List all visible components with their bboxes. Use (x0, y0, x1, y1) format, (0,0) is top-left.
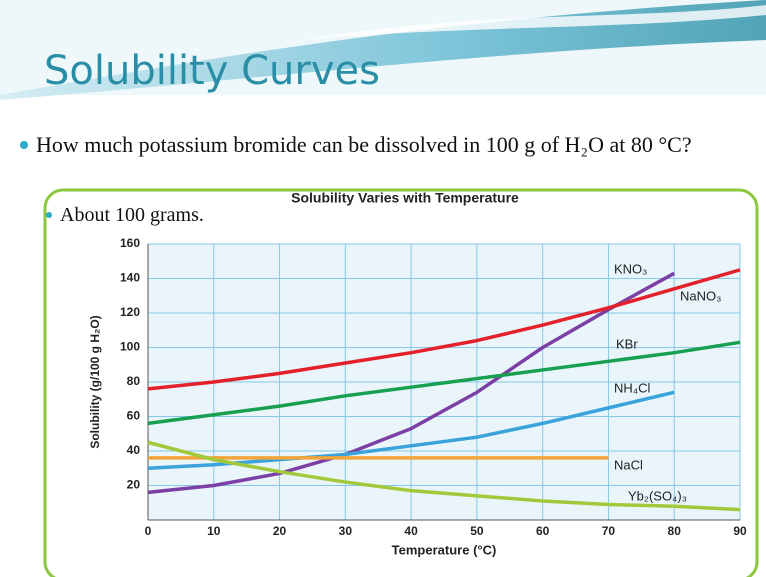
bullet-dot (20, 141, 28, 149)
x-tick-label: 90 (733, 524, 747, 538)
x-tick-label: 20 (273, 524, 287, 538)
y-tick-label: 60 (127, 409, 141, 423)
y-tick-label: 40 (127, 443, 141, 457)
y-tick-label: 20 (127, 478, 141, 492)
y-tick-label: 140 (120, 271, 140, 285)
y-tick-label: 120 (120, 305, 140, 319)
x-axis-label: Temperature (°C) (392, 542, 497, 557)
series-label: NaNO₃ (680, 288, 721, 303)
series-label: KNO₃ (614, 261, 647, 276)
x-tick-label: 50 (470, 524, 484, 538)
series-label: KBr (616, 336, 638, 351)
series-label: NH₄Cl (614, 380, 650, 395)
series-label: NaCl (614, 457, 643, 472)
y-tick-label: 80 (127, 374, 141, 388)
x-tick-label: 70 (602, 524, 616, 538)
x-tick-label: 40 (404, 524, 418, 538)
y-axis-label: Solubility (g/100 g H₂O) (88, 315, 102, 448)
x-tick-label: 30 (339, 524, 353, 538)
bullet-dot (46, 212, 52, 218)
slide-title: Solubility Curves (44, 48, 380, 94)
series-label: Yb₂(SO₄)₃ (628, 488, 687, 503)
sub-bullet: About 100 grams. (60, 204, 204, 227)
x-tick-label: 10 (207, 524, 221, 538)
x-tick-label: 0 (145, 524, 152, 538)
y-tick-label: 100 (120, 340, 140, 354)
slide: Solubility Varies with Temperature Tempe… (0, 0, 766, 577)
x-tick-label: 60 (536, 524, 550, 538)
x-tick-label: 80 (668, 524, 682, 538)
bullet: How much potassium bromide can be dissol… (36, 130, 696, 160)
y-tick-label: 160 (120, 236, 140, 250)
chart-title: Solubility Varies with Temperature (291, 190, 519, 206)
